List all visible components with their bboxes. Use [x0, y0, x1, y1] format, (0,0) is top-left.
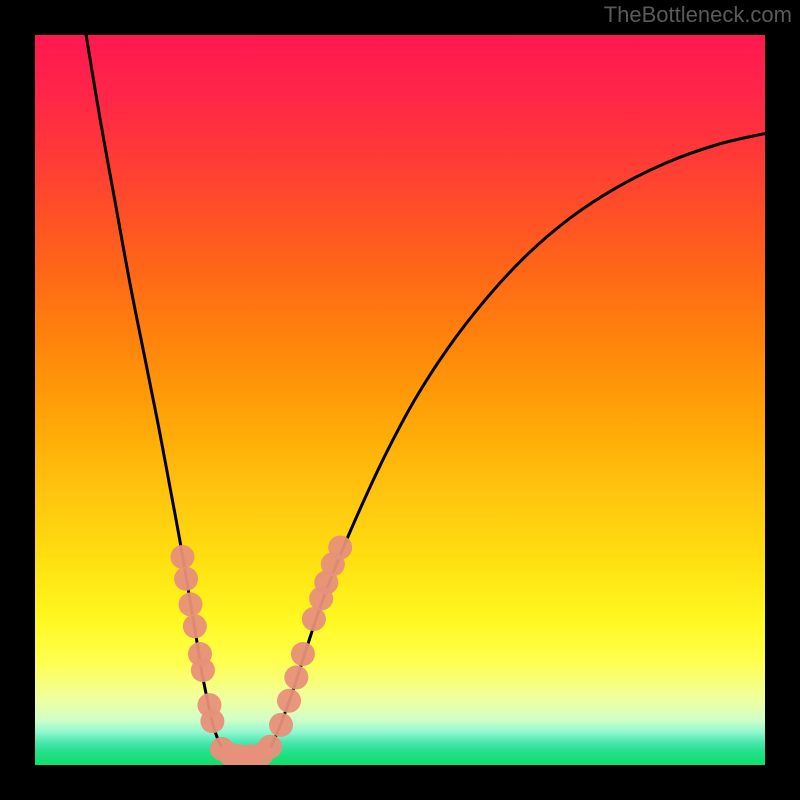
- watermark-text: TheBottleneck.com: [604, 2, 792, 28]
- data-marker: [170, 545, 194, 569]
- data-marker: [174, 567, 198, 591]
- marker-group: [170, 535, 352, 765]
- data-marker: [328, 535, 352, 559]
- chart-container: TheBottleneck.com: [0, 0, 800, 800]
- curve-overlay: [35, 35, 765, 765]
- bottleneck-curve: [86, 35, 765, 757]
- data-marker: [258, 735, 282, 759]
- data-marker: [183, 614, 207, 638]
- data-marker: [191, 658, 215, 682]
- data-marker: [277, 689, 301, 713]
- data-marker: [269, 713, 293, 737]
- data-marker: [178, 592, 202, 616]
- data-marker: [200, 709, 224, 733]
- plot-area: [35, 35, 765, 765]
- data-marker: [291, 642, 315, 666]
- data-marker: [284, 665, 308, 689]
- data-marker: [302, 607, 326, 631]
